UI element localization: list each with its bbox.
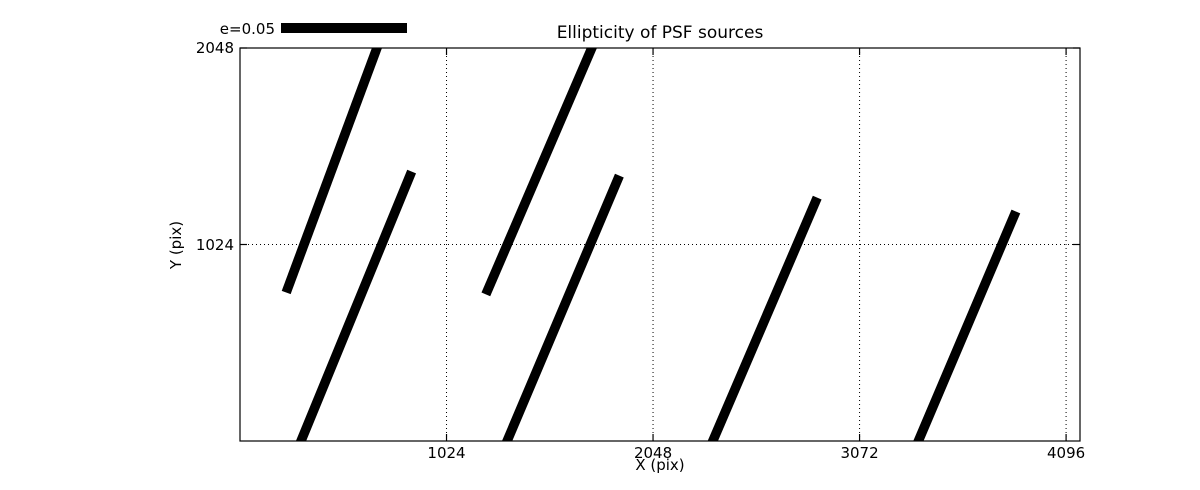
whisker-segment — [281, 48, 383, 295]
whisker-segment — [501, 173, 624, 441]
whisker-segment — [707, 195, 822, 441]
axes-spines — [239, 47, 1081, 442]
x-axis-label: X (pix) — [635, 456, 685, 474]
y-tick-label: 2048 — [195, 39, 234, 57]
chart-title: Ellipticity of PSF sources — [556, 23, 764, 43]
x-tick-label: 4096 — [1046, 444, 1086, 462]
x-tick-label: 2048 — [633, 444, 673, 462]
x-tick-label: 1024 — [427, 444, 466, 462]
y-tick-label: 1024 — [195, 235, 234, 254]
x-tick-label: 3072 — [840, 444, 879, 462]
whisker-segment — [481, 48, 597, 297]
whisker-segment — [295, 169, 417, 441]
legend-sample-line — [281, 23, 407, 33]
whisker-segment — [913, 209, 1021, 441]
legend-label: e=0.05 — [219, 20, 275, 38]
